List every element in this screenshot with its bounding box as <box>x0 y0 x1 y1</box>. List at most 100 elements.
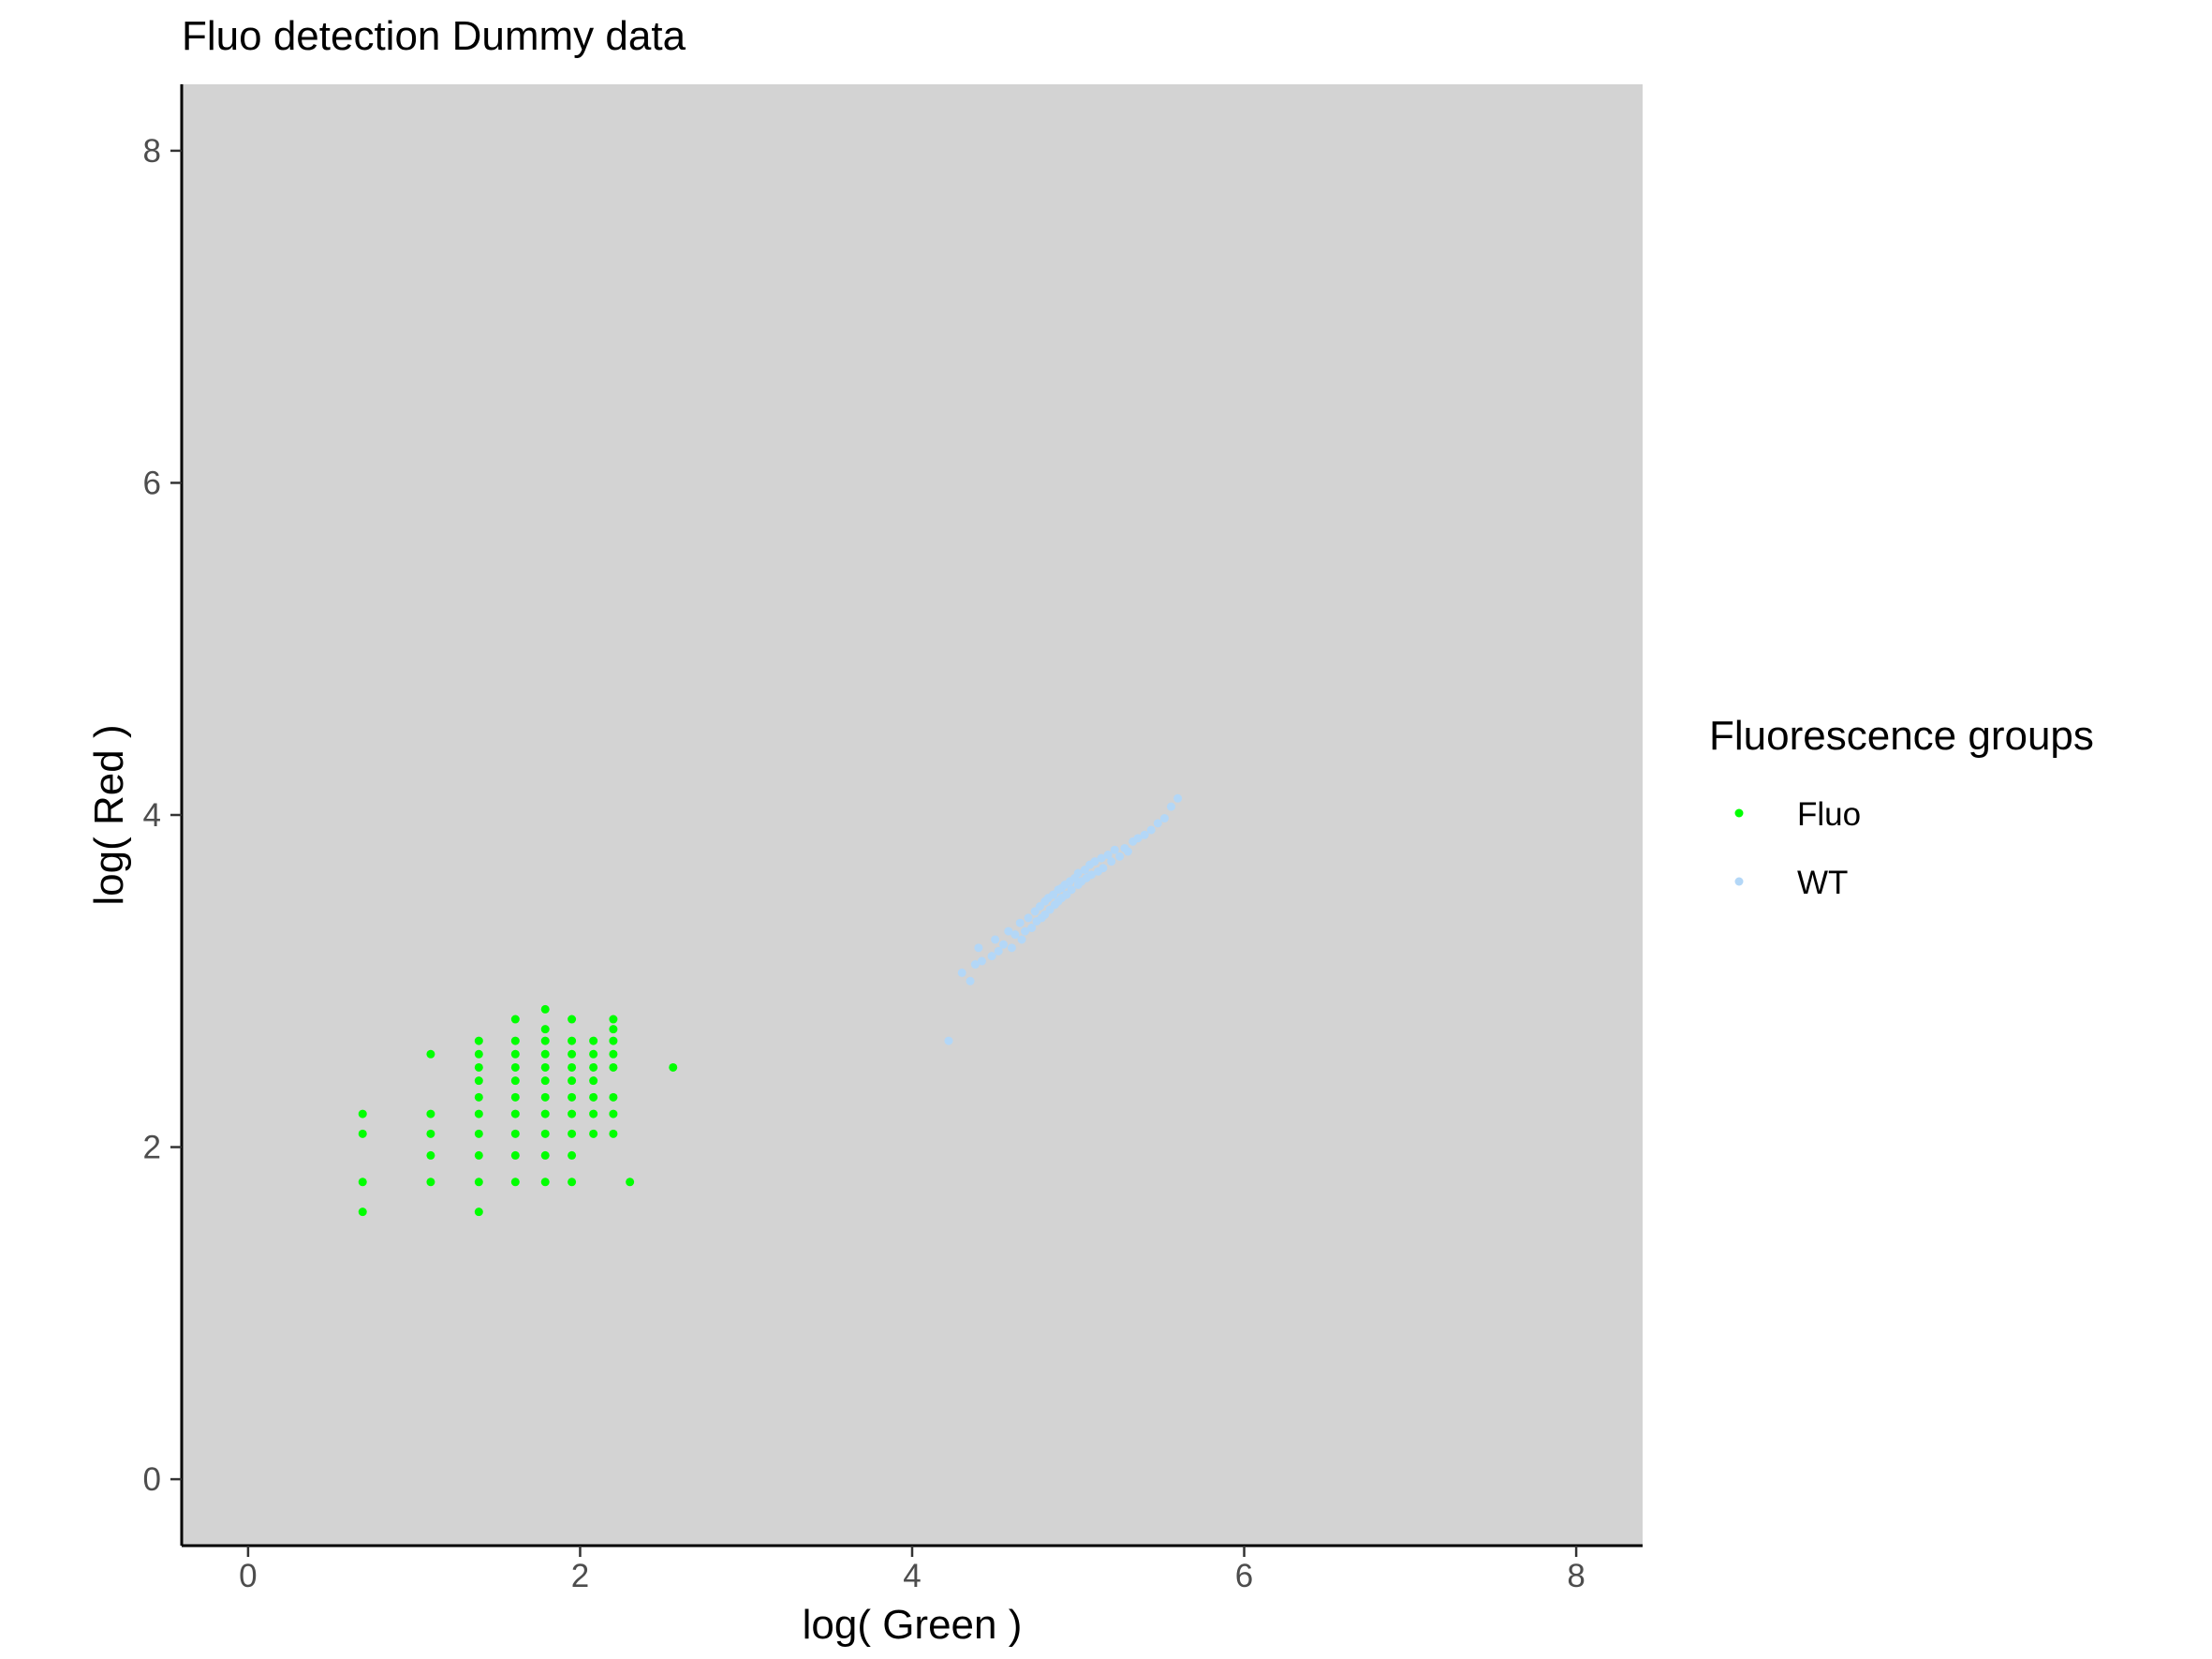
data-point-fluo <box>609 1129 618 1138</box>
data-point-fluo <box>540 1129 550 1138</box>
data-point-fluo <box>609 1015 618 1024</box>
data-point-fluo <box>510 1178 520 1187</box>
data-point-wt <box>1159 814 1169 823</box>
data-point-fluo <box>474 1049 483 1059</box>
data-point-fluo <box>626 1178 635 1187</box>
data-point-fluo <box>568 1178 577 1187</box>
data-point-fluo <box>358 1109 367 1118</box>
data-point-fluo <box>568 1129 577 1138</box>
chart-title: Fluo detection Dummy data <box>182 13 686 59</box>
legend-items: Fluo WT <box>1734 796 1861 901</box>
data-point-fluo <box>510 1015 520 1024</box>
data-point-wt <box>974 943 983 953</box>
data-point-wt <box>1097 853 1106 863</box>
data-point-wt <box>1140 830 1149 839</box>
data-point-fluo <box>474 1109 483 1118</box>
data-point-fluo <box>568 1150 577 1160</box>
data-point-wt <box>1017 935 1026 944</box>
data-point-fluo <box>426 1049 435 1059</box>
data-point-wt <box>999 940 1008 949</box>
data-point-fluo <box>474 1178 483 1187</box>
data-point-wt <box>944 1036 953 1045</box>
data-point-fluo <box>540 1025 550 1034</box>
data-point-wt <box>966 976 975 985</box>
x-tick-label: 2 <box>571 1558 589 1594</box>
data-point-fluo <box>568 1109 577 1118</box>
data-point-fluo <box>568 1015 577 1024</box>
data-point-fluo <box>474 1076 483 1086</box>
data-point-wt <box>1021 926 1030 936</box>
data-point-wt <box>1090 857 1099 867</box>
data-point-fluo <box>589 1109 598 1118</box>
y-axis-ticks: 0 2 4 6 8 <box>143 133 182 1498</box>
data-point-fluo <box>568 1076 577 1086</box>
data-point-fluo <box>540 1109 550 1118</box>
data-point-fluo <box>568 1092 577 1102</box>
data-point-wt <box>1010 930 1020 940</box>
data-point-fluo <box>589 1036 598 1045</box>
legend-title: Fluorescence groups <box>1709 713 2094 759</box>
y-tick-label: 2 <box>143 1130 161 1166</box>
data-point-fluo <box>568 1062 577 1072</box>
data-point-fluo <box>609 1062 618 1072</box>
data-point-fluo <box>510 1076 520 1086</box>
data-point-fluo <box>510 1036 520 1045</box>
legend-label-fluo: Fluo <box>1797 796 1861 833</box>
data-point-wt <box>1004 926 1013 936</box>
data-point-fluo <box>589 1129 598 1138</box>
data-point-wt <box>991 935 1000 944</box>
y-tick-label: 8 <box>143 133 161 170</box>
x-tick-label: 8 <box>1567 1558 1585 1594</box>
data-point-fluo <box>609 1036 618 1045</box>
data-point-wt <box>1153 819 1162 828</box>
data-point-fluo <box>426 1178 435 1187</box>
data-point-wt <box>1146 825 1156 835</box>
x-tick-label: 0 <box>239 1558 257 1594</box>
legend: Fluorescence groups Fluo WT <box>1709 713 2094 901</box>
x-tick-label: 6 <box>1235 1558 1253 1594</box>
data-point-wt <box>1099 864 1108 873</box>
data-point-wt <box>1133 834 1143 843</box>
data-point-fluo <box>540 1178 550 1187</box>
data-point-wt <box>1110 845 1119 854</box>
data-point-fluo <box>510 1109 520 1118</box>
data-point-fluo <box>510 1129 520 1138</box>
data-point-fluo <box>568 1036 577 1045</box>
data-point-fluo <box>540 1076 550 1086</box>
data-point-fluo <box>474 1207 483 1217</box>
x-axis-ticks: 0 2 4 6 8 <box>239 1546 1585 1594</box>
data-point-fluo <box>609 1049 618 1059</box>
y-tick-label: 6 <box>143 465 161 501</box>
data-point-fluo <box>426 1150 435 1160</box>
data-point-wt <box>957 968 966 977</box>
data-point-fluo <box>669 1062 678 1072</box>
data-point-wt <box>1015 918 1025 927</box>
y-tick-label: 0 <box>143 1461 161 1498</box>
data-point-wt <box>994 946 1003 955</box>
data-point-fluo <box>474 1092 483 1102</box>
data-point-wt <box>987 952 996 961</box>
data-point-wt <box>1173 793 1183 803</box>
y-axis-label: log( Red ) <box>86 724 132 905</box>
data-points <box>358 793 1183 1217</box>
data-point-fluo <box>609 1092 618 1102</box>
data-point-wt <box>1103 851 1113 860</box>
data-point-fluo <box>510 1062 520 1072</box>
data-point-fluo <box>540 1092 550 1102</box>
data-point-wt <box>977 956 986 966</box>
data-point-fluo <box>540 1150 550 1160</box>
data-point-wt <box>1073 868 1083 878</box>
data-point-wt <box>1067 885 1076 895</box>
data-point-fluo <box>474 1062 483 1072</box>
data-point-fluo <box>540 1004 550 1014</box>
data-point-fluo <box>510 1150 520 1160</box>
x-tick-label: 4 <box>903 1558 921 1594</box>
x-axis-label: log( Green ) <box>803 1602 1023 1648</box>
data-point-wt <box>1086 870 1096 880</box>
data-point-wt <box>1123 847 1132 856</box>
data-point-fluo <box>510 1092 520 1102</box>
data-point-wt <box>1167 802 1176 811</box>
data-point-wt <box>1007 943 1016 953</box>
data-point-wt <box>1107 857 1116 867</box>
